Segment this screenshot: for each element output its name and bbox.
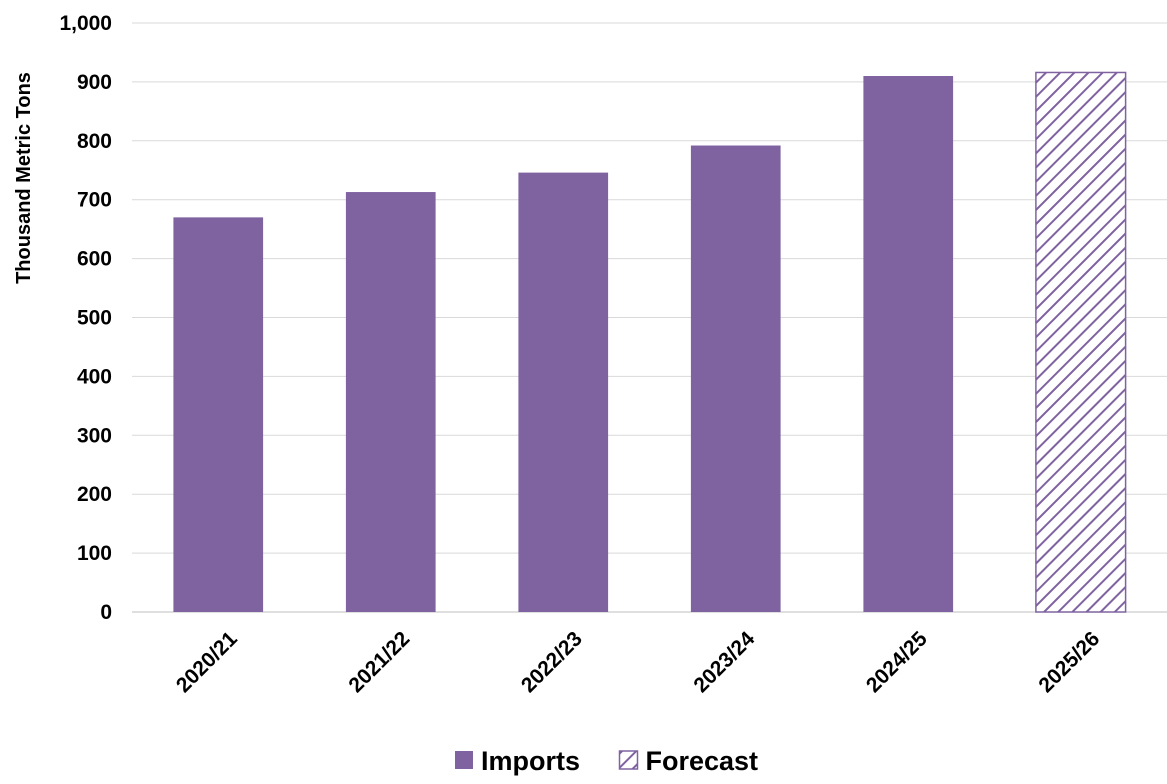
y-tick-label: 1,000 bbox=[59, 12, 112, 35]
y-tick-label: 700 bbox=[77, 189, 112, 212]
imports-bar bbox=[690, 145, 781, 612]
y-axis-ticks: 0 100 200 300 400 500 600 700 800 900 1,000 bbox=[59, 12, 112, 624]
legend: Imports Forecast bbox=[455, 746, 758, 776]
y-tick-label: 600 bbox=[77, 248, 112, 271]
x-axis-ticks: 2020/21 2021/22 2022/23 2023/24 2024/25 2025/… bbox=[172, 627, 1104, 697]
x-tick-label: 2023/24 bbox=[689, 627, 759, 697]
forecast-bar bbox=[1035, 71, 1127, 613]
legend-label: Imports bbox=[481, 746, 580, 776]
y-tick-label: 300 bbox=[77, 424, 112, 447]
imports-bar bbox=[345, 192, 436, 612]
imports-bar bbox=[518, 172, 609, 612]
legend-label: Forecast bbox=[646, 746, 759, 776]
imports-bar bbox=[863, 76, 954, 612]
x-tick-label: 2025/26 bbox=[1034, 627, 1104, 697]
y-tick-label: 400 bbox=[77, 365, 112, 388]
y-tick-label: 200 bbox=[77, 483, 112, 506]
x-tick-label: 2022/23 bbox=[517, 627, 587, 697]
y-tick-label: 500 bbox=[77, 307, 112, 330]
y-tick-label: 900 bbox=[77, 71, 112, 94]
x-tick-label: 2020/21 bbox=[172, 627, 242, 697]
gridlines bbox=[132, 22, 1167, 613]
imports-bar bbox=[173, 217, 264, 612]
y-axis-label: Thousand Metric Tons bbox=[13, 72, 35, 284]
legend-forecast-swatch bbox=[618, 750, 639, 770]
legend-imports-swatch bbox=[455, 751, 473, 769]
y-tick-label: 800 bbox=[77, 130, 112, 153]
x-tick-label: 2024/25 bbox=[862, 627, 932, 697]
x-tick-label: 2021/22 bbox=[344, 627, 414, 697]
y-tick-label: 0 bbox=[100, 601, 112, 624]
y-tick-label: 100 bbox=[77, 542, 112, 565]
bars bbox=[173, 71, 1127, 613]
